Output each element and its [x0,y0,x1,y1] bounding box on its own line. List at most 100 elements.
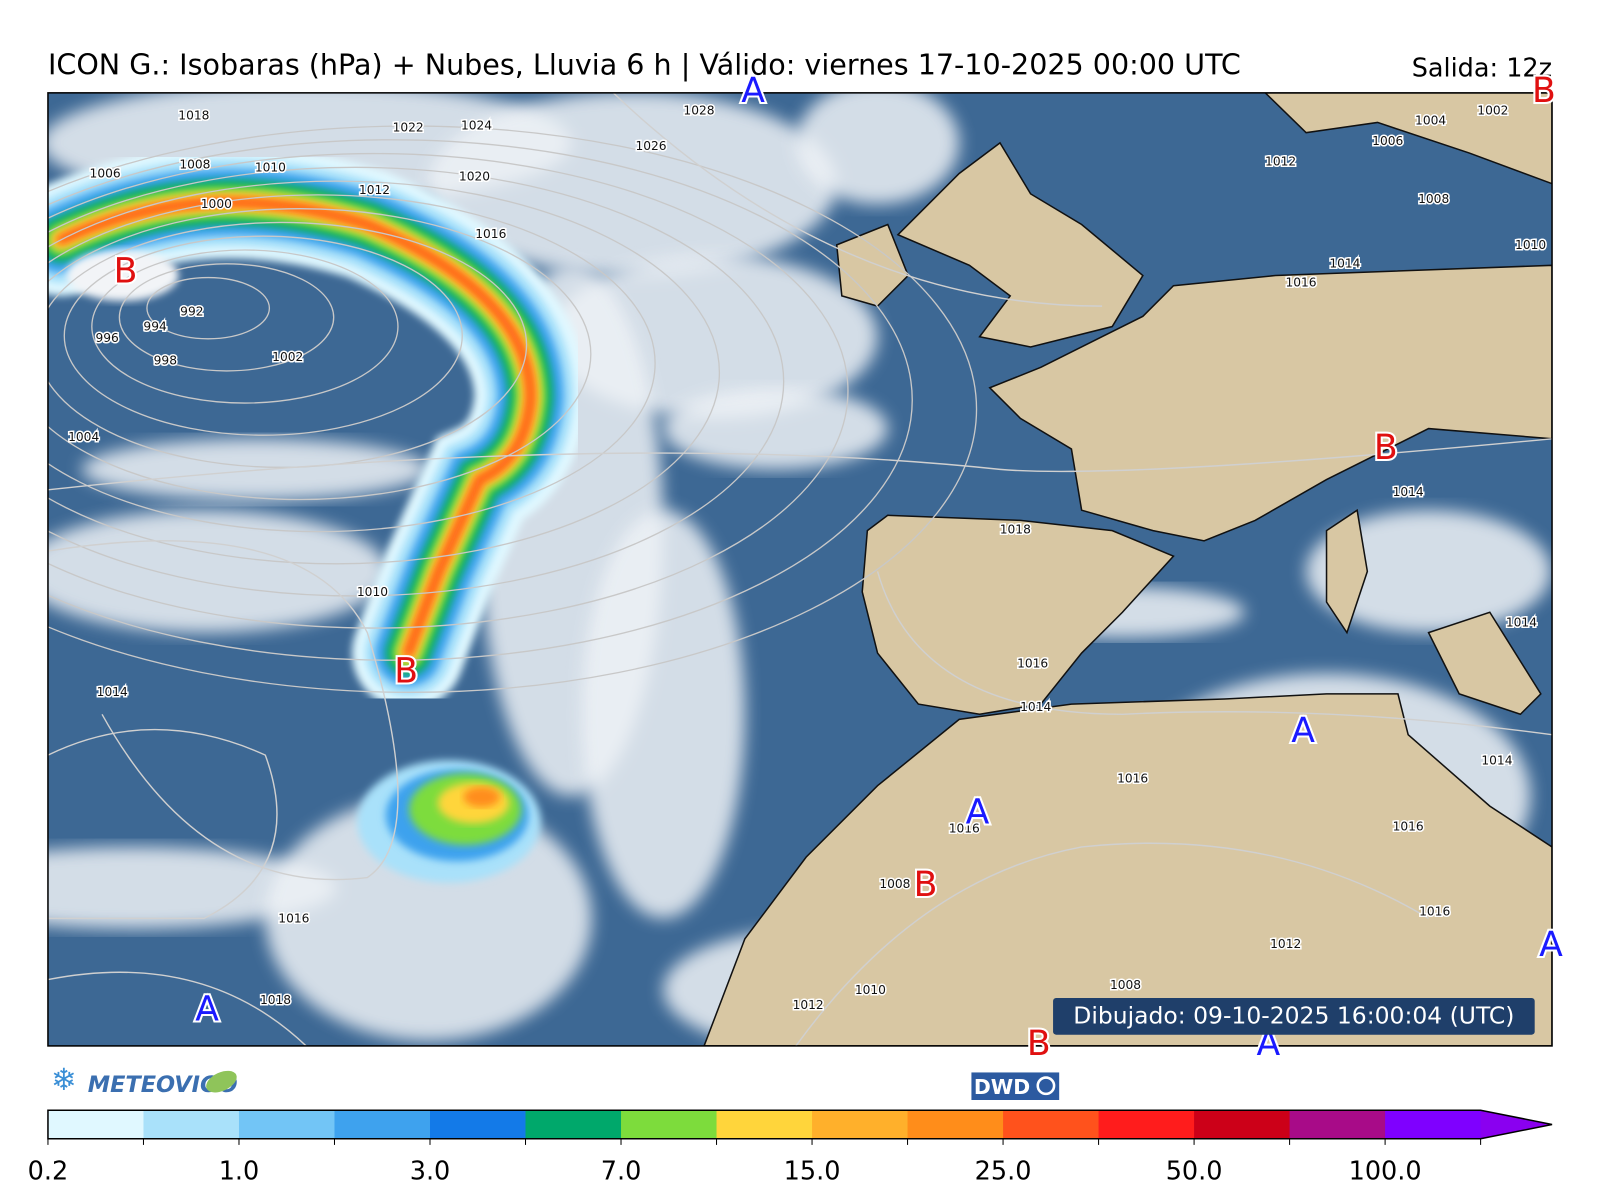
colorbar-tick-label: 15.0 [784,1157,841,1187]
land [988,264,1553,542]
colorbar-segment [1194,1110,1291,1139]
isobar-label: 1008 [179,157,210,171]
isobar-label: 1018 [178,108,209,122]
colorbar-tick-label: 25.0 [975,1157,1032,1187]
colorbar-segment [143,1110,240,1139]
isobar-label: 1002 [1477,103,1508,117]
isobar-label: 1006 [1372,134,1403,148]
land [835,223,910,307]
dwd-logo: DWD [974,1075,1030,1099]
dwd-swirl [1036,1076,1056,1096]
isobar [63,235,463,436]
snowflake-icon: ❄ [51,1063,77,1098]
isobar-label: 1008 [1418,192,1449,206]
isobar-label: 1022 [393,121,424,135]
isobar-label: 1016 [1017,656,1048,670]
isobar-label: 1010 [255,160,286,174]
isobar [47,180,720,565]
isobar [47,728,278,920]
pressure-center: B [914,865,938,905]
land [861,514,1175,716]
land [703,693,1553,1046]
isobar-label: 1014 [1329,256,1360,270]
isobar-label: 998 [154,353,177,367]
isobar-label: 996 [95,331,119,345]
isobar-label: 1014 [1393,485,1424,499]
isobar [47,540,399,881]
pressure-center: B [114,252,138,292]
colorbar-tick-label: 50.0 [1166,1157,1223,1187]
isobar-label: 1024 [461,119,492,133]
cloud [663,387,888,470]
isobar-label: 1006 [90,167,121,181]
isobar-label: 1012 [359,183,390,197]
colorbar-segment [716,1110,813,1139]
pressure-center: A [1291,711,1315,751]
isobar-label: 1016 [1117,772,1148,786]
isobar [47,125,978,693]
isobar-label: 1016 [1285,276,1316,290]
colorbar-segment [1003,1110,1100,1139]
isobar-label: 1002 [272,350,303,364]
isobar-label: 1010 [357,585,388,599]
land [1264,92,1553,185]
isobar [795,842,1429,1046]
colorbar-segment [621,1110,718,1139]
cloud [581,510,745,919]
drawn-box [1053,997,1535,1035]
isobar-label: 1018 [1000,523,1031,537]
isobar-label: 1014 [97,685,128,699]
isobar-label: 1016 [1393,820,1424,834]
isobar-label: 1014 [1020,700,1051,714]
map: 1018 1022 1024 1028 1026 1020 1016 1012 1010 1008… [47,92,1553,1046]
colorbar-segment [1289,1110,1386,1139]
isobar [47,166,785,597]
leaf-icon [206,1070,237,1093]
colorbar-segment [1385,1110,1482,1139]
colorbar-segment [907,1110,1004,1139]
isobar-label: 1004 [1415,113,1446,127]
isobar [876,571,1553,736]
colorbar-outline [47,1109,1553,1140]
land [1427,611,1542,716]
pressure-center: B [1027,1024,1051,1064]
colorbar-tick-label: 1.0 [219,1157,260,1187]
isobar-label: 1010 [855,983,886,997]
isobar [47,221,528,468]
isobar [47,438,1553,491]
colorbar-segment [334,1110,431,1139]
pressure-center: B [1532,71,1556,111]
pressure-center: A [741,71,765,111]
colorbar-segment [525,1110,622,1139]
isobar [91,249,399,404]
colorbar-segment [1098,1110,1195,1139]
isobar [47,139,913,661]
title: ICON G.: Isobaras (hPa) + Nubes, Lluvia … [48,47,1241,81]
isobar-label: 1028 [683,103,714,117]
cloud [795,92,960,205]
isobar [47,194,656,533]
isobar-label: 1012 [1265,154,1296,168]
run-time: Salida: 12z [1412,54,1552,84]
isobar-label: 1026 [635,139,666,153]
colorbar-segment [47,1110,144,1139]
pressure-center: A [1539,925,1563,965]
isobar-label: 1014 [1481,753,1512,767]
rain-cell [463,786,500,808]
colorbar: 0.2 1.0 3.0 7.0 15.0 25.0 50.0 100.0 [28,1109,1553,1187]
cloud [1306,510,1552,633]
isobar-label: 992 [180,304,203,318]
pressure-center: B [1374,428,1398,468]
isobar-label: 1014 [1506,616,1537,630]
isobar-label: 1016 [278,911,309,925]
isobar-label: 1010 [1515,238,1546,252]
isobar-label: 1016 [1419,904,1450,918]
isobar [47,971,307,1046]
isobar [47,152,849,629]
isobar-label: 994 [143,320,167,334]
colorbar-tick-label: 7.0 [601,1157,642,1187]
rain-band [58,199,534,656]
isobar-label: 1008 [1110,978,1141,992]
